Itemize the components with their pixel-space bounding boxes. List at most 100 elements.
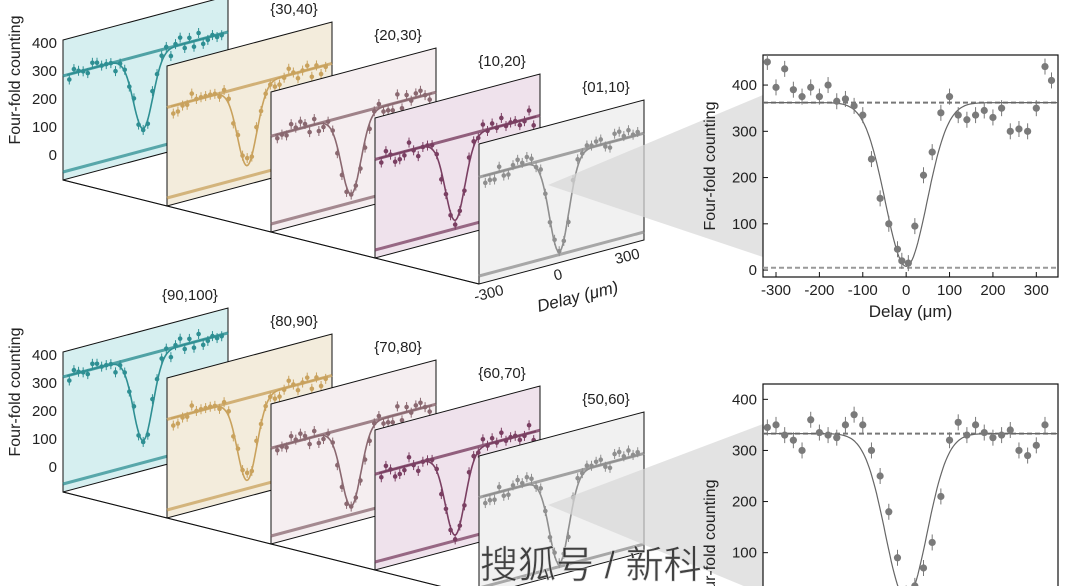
- data-point: [298, 431, 303, 436]
- data-point: [612, 451, 617, 457]
- data-point: [492, 177, 497, 182]
- data-point: [781, 431, 789, 439]
- data-point: [815, 93, 823, 101]
- data-point: [457, 208, 463, 214]
- data-point: [344, 501, 349, 507]
- data-point: [395, 92, 400, 97]
- data-point: [198, 94, 204, 100]
- data-point: [286, 66, 292, 72]
- data-point: [603, 464, 608, 470]
- data-point: [94, 60, 100, 66]
- data-point: [154, 376, 160, 382]
- floor-edge-long: [62, 179, 480, 285]
- data-point: [418, 88, 423, 94]
- y-tick-label: 300: [32, 375, 57, 392]
- data-point: [182, 45, 188, 51]
- data-point: [226, 408, 232, 414]
- data-point: [413, 403, 419, 408]
- data-point: [850, 102, 858, 110]
- data-point: [127, 389, 132, 394]
- y-tick-label: 0: [49, 147, 57, 164]
- y-tick-label: 300: [732, 442, 757, 459]
- data-point: [353, 495, 359, 500]
- data-point: [263, 91, 268, 96]
- data-point: [291, 382, 296, 387]
- data-point: [425, 458, 430, 463]
- data-point: [584, 143, 590, 148]
- data-point: [487, 497, 493, 503]
- data-point: [893, 554, 902, 562]
- floor-line: [480, 542, 645, 586]
- data-point: [131, 404, 137, 409]
- y-tick-label: 200: [32, 403, 57, 420]
- top-zoom-chart: 0 100 200 300 400 Four-fold counting -300 -200-…: [548, 53, 1059, 321]
- data-point: [189, 91, 195, 96]
- waterfall-panel: {50,60}: [478, 391, 645, 586]
- data-point: [411, 462, 416, 468]
- data-point: [496, 164, 502, 170]
- data-point: [175, 421, 181, 426]
- data-point: [971, 111, 980, 119]
- data-point: [249, 154, 255, 159]
- data-point: [200, 342, 206, 348]
- data-point: [288, 433, 294, 439]
- data-point: [547, 534, 553, 540]
- data-point: [418, 400, 423, 406]
- data-point: [598, 457, 604, 463]
- data-point: [217, 94, 222, 100]
- x-tick-label: -300: [472, 282, 505, 306]
- data-point: [219, 32, 224, 38]
- data-point: [1006, 426, 1014, 434]
- data-point: [275, 135, 280, 141]
- data-point: [184, 102, 190, 108]
- data-point: [240, 467, 245, 473]
- data-point: [475, 450, 481, 455]
- x-axis-label: Delay (μm): [535, 277, 620, 316]
- data-point: [503, 123, 509, 129]
- data-point: [517, 122, 523, 128]
- x-tick-label: -100: [848, 282, 878, 299]
- data-point: [457, 523, 463, 528]
- data-point: [989, 434, 997, 442]
- data-point: [321, 436, 326, 442]
- data-point: [612, 131, 617, 137]
- data-point: [175, 109, 181, 114]
- data-point: [538, 486, 544, 491]
- data-point: [212, 403, 218, 409]
- data-point: [390, 108, 396, 113]
- data-point: [489, 435, 495, 441]
- data-point: [781, 65, 789, 73]
- data-point: [196, 331, 201, 337]
- data-point: [180, 415, 185, 420]
- data-point: [413, 91, 419, 96]
- data-point: [547, 219, 553, 225]
- data-point: [494, 440, 500, 445]
- data-point: [205, 338, 211, 344]
- data-point: [184, 414, 190, 420]
- data-point: [552, 237, 557, 243]
- data-point: [630, 452, 636, 458]
- data-point: [510, 483, 516, 488]
- data-point: [575, 475, 580, 481]
- data-point: [348, 192, 354, 197]
- data-point: [113, 370, 118, 375]
- data-point: [512, 118, 518, 124]
- data-point: [626, 127, 631, 133]
- series-label: {80,90}: [270, 313, 318, 330]
- data-point: [309, 74, 315, 80]
- data-point: [150, 396, 155, 402]
- data-point: [772, 83, 780, 91]
- data-point: [103, 61, 109, 67]
- data-point: [367, 126, 372, 132]
- data-point: [99, 364, 104, 369]
- y-tick-label: 400: [32, 347, 57, 364]
- data-point: [406, 455, 412, 460]
- x-tick-label: -300: [761, 282, 791, 299]
- data-point: [275, 447, 280, 453]
- data-point: [911, 582, 919, 586]
- data-point: [381, 109, 386, 114]
- data-point: [67, 77, 72, 82]
- data-point: [254, 438, 259, 444]
- data-point: [406, 140, 412, 145]
- data-point: [108, 60, 114, 66]
